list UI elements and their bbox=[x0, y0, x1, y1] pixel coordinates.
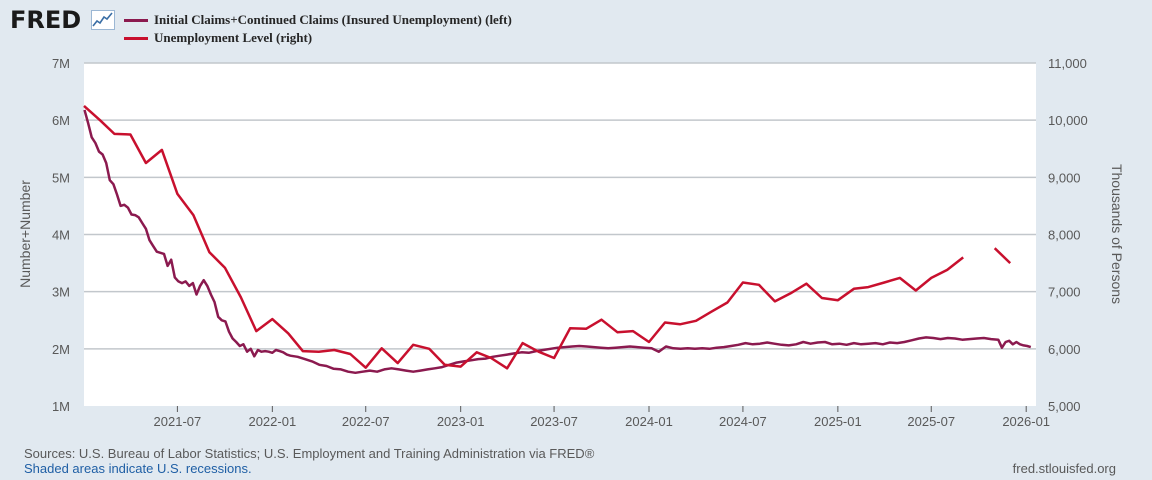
right-tick-label: 5,000 bbox=[1048, 399, 1081, 414]
x-tick-label: 2022-01 bbox=[248, 414, 296, 429]
legend-label: Initial Claims+Continued Claims (Insured… bbox=[154, 12, 512, 27]
chart-area: 1M 2M 3M 4M 5M 6M 7M 5,000 6,000 7,000 8,000 9,000… bbox=[17, 56, 1125, 429]
right-tick-label: 6,000 bbox=[1048, 342, 1081, 357]
insured-unemployment-line bbox=[83, 109, 1032, 375]
legend-swatch-left bbox=[124, 18, 148, 22]
left-axis-ticks: 1M 2M 3M 4M 5M 6M 7M bbox=[52, 56, 70, 414]
x-tick-label: 2021-07 bbox=[154, 414, 202, 429]
x-tick-label: 2024-01 bbox=[625, 414, 673, 429]
x-tick-label: 2025-01 bbox=[814, 414, 862, 429]
unemployment-level-line bbox=[83, 104, 964, 370]
line-graph-icon bbox=[91, 10, 115, 30]
fred-logo[interactable]: FRED bbox=[10, 6, 82, 34]
left-tick-label: 4M bbox=[52, 228, 70, 243]
right-tick-label: 7,000 bbox=[1048, 285, 1081, 300]
right-tick-label: 9,000 bbox=[1048, 170, 1081, 185]
left-tick-label: 5M bbox=[52, 170, 70, 185]
x-tick-label: 2023-07 bbox=[530, 414, 578, 429]
recession-note-link[interactable]: Shaded areas indicate U.S. recessions. bbox=[24, 461, 252, 476]
right-axis-ticks: 5,000 6,000 7,000 8,000 9,000 10,000 11,000 bbox=[1048, 56, 1088, 414]
right-tick-label: 10,000 bbox=[1048, 113, 1088, 128]
right-axis-label: Thousands of Persons bbox=[1109, 164, 1125, 304]
left-tick-label: 3M bbox=[52, 285, 70, 300]
left-tick-label: 1M bbox=[52, 399, 70, 414]
left-tick-label: 6M bbox=[52, 113, 70, 128]
footer-sources: Sources: U.S. Bureau of Labor Statistics… bbox=[24, 446, 595, 461]
unemployment-level-line bbox=[993, 247, 1012, 265]
right-tick-label: 11,000 bbox=[1048, 56, 1087, 71]
x-axis-ticks: 2021-07 2022-01 2022-07 2023-01 2023-07 2024-… bbox=[154, 406, 1050, 429]
left-axis-label: Number+Number bbox=[17, 180, 33, 288]
left-tick-label: 2M bbox=[52, 342, 70, 357]
legend-swatch-right bbox=[124, 36, 148, 40]
x-tick-label: 2025-07 bbox=[907, 414, 955, 429]
x-tick-label: 2026-01 bbox=[1002, 414, 1050, 429]
legend-label: Unemployment Level (right) bbox=[154, 30, 313, 45]
x-tick-label: 2022-07 bbox=[342, 414, 390, 429]
right-tick-label: 8,000 bbox=[1048, 228, 1081, 243]
legend-item-unemployment-level[interactable]: Unemployment Level (right) bbox=[124, 30, 312, 46]
fred-site-link[interactable]: fred.stlouisfed.org bbox=[1012, 461, 1116, 476]
header: FRED Initial Claims+Continued Claims (In… bbox=[0, 0, 1152, 56]
x-tick-label: 2023-01 bbox=[437, 414, 485, 429]
x-tick-label: 2024-07 bbox=[719, 414, 767, 429]
series-lines bbox=[83, 104, 1032, 375]
left-tick-label: 7M bbox=[52, 56, 70, 71]
legend-item-insured-unemployment[interactable]: Initial Claims+Continued Claims (Insured… bbox=[124, 12, 512, 28]
